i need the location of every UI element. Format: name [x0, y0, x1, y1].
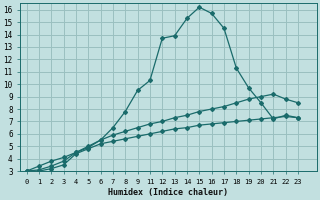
X-axis label: Humidex (Indice chaleur): Humidex (Indice chaleur) — [108, 188, 228, 197]
